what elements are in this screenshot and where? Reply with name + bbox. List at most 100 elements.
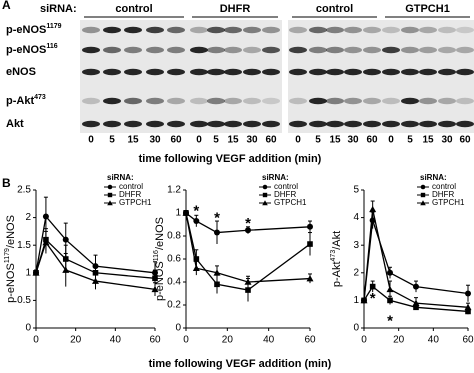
- point: [62, 236, 69, 243]
- y-tick-label: 1.2: [167, 185, 181, 196]
- legend-label: control: [432, 182, 456, 191]
- time-label: 15: [329, 135, 341, 146]
- blot-band: [344, 97, 362, 105]
- point: [413, 283, 419, 290]
- blot-band: [456, 46, 474, 54]
- x-tick-label: 0: [183, 335, 189, 346]
- y-tick-label: 2: [25, 212, 31, 223]
- point: [192, 264, 200, 271]
- time-label: 60: [170, 135, 182, 146]
- blot-band: [224, 68, 242, 76]
- point: [307, 241, 313, 247]
- blot-band: [289, 46, 307, 54]
- time-label: 0: [295, 135, 301, 146]
- group-label: control: [115, 3, 152, 15]
- time-label: 30: [246, 135, 258, 146]
- blot-band: [401, 97, 419, 105]
- x-tick-label: 60: [149, 335, 161, 346]
- y-tick-label: 0.6: [167, 254, 181, 265]
- blot-band: [344, 46, 362, 54]
- y-tick-label: 0.5: [17, 295, 31, 306]
- blot-band: [167, 68, 185, 76]
- blot-band: [224, 46, 242, 54]
- time-label: 5: [315, 135, 321, 146]
- y-axis-label: p-Akt473/Akt: [330, 231, 343, 287]
- blot-band: [103, 68, 121, 76]
- point: [151, 285, 159, 293]
- blot-band: [167, 120, 185, 128]
- blot-background: [288, 20, 474, 133]
- point: [387, 269, 393, 276]
- blot-band: [363, 68, 381, 76]
- x-tick-label: 0: [361, 335, 367, 346]
- blot-band: [207, 46, 225, 54]
- legend-marker: [420, 200, 426, 206]
- point: [369, 283, 376, 290]
- blot-band: [289, 97, 307, 105]
- legend-title: siRNA:: [420, 173, 447, 182]
- blot-band: [82, 68, 100, 76]
- point: [213, 269, 221, 276]
- time-label: 60: [459, 135, 471, 146]
- point: [152, 275, 158, 282]
- legend-label: DHFR: [274, 190, 296, 199]
- blot-band: [262, 68, 280, 76]
- blot-band: [326, 26, 344, 34]
- y-axis-label-part: p-eNOS: [154, 261, 166, 301]
- point: [244, 278, 252, 285]
- point: [92, 277, 99, 284]
- y-tick-label: 0: [175, 323, 181, 334]
- blot-band: [224, 120, 242, 128]
- y-tick-label: 1: [25, 267, 31, 278]
- blot-band: [438, 120, 456, 128]
- blot-band: [326, 120, 344, 128]
- row-label-part: eNOS: [6, 66, 36, 78]
- legend-marker: [262, 200, 268, 206]
- x-tick-label: 20: [70, 335, 82, 346]
- y-tick-label: 1: [175, 208, 181, 219]
- point: [386, 285, 394, 293]
- legend-marker: [262, 192, 268, 198]
- point: [369, 205, 377, 213]
- row-label-part: p-Akt: [6, 95, 34, 107]
- y-tick-label: 0.8: [167, 231, 181, 242]
- panel-label: B: [2, 176, 11, 190]
- annotation: *: [245, 215, 251, 232]
- blot-band: [401, 26, 419, 34]
- group-label: DHFR: [220, 3, 251, 15]
- blot-band: [438, 97, 456, 105]
- annotation: *: [214, 209, 220, 226]
- x-tick-label: 40: [110, 335, 122, 346]
- blot-band: [363, 26, 381, 34]
- y-tick-label: 0: [25, 323, 31, 334]
- legend-title: siRNA:: [262, 173, 289, 182]
- blot-band: [207, 97, 225, 105]
- blot-band: [262, 46, 280, 54]
- legend-marker: [420, 184, 426, 190]
- point: [464, 303, 472, 311]
- row-label-part: p-eNOS: [6, 44, 46, 56]
- time-label: 60: [265, 135, 277, 146]
- row-label: p-eNOS116: [6, 43, 58, 56]
- point: [62, 266, 70, 273]
- blot-band: [382, 120, 400, 128]
- blot-band: [243, 46, 261, 54]
- point: [214, 281, 220, 288]
- blot-band: [401, 120, 419, 128]
- blot-band: [190, 68, 208, 76]
- blot-band: [309, 68, 327, 76]
- legend-label: GTPCH1: [274, 198, 307, 207]
- blot-band: [190, 120, 208, 128]
- y-axis-label-part: 473: [330, 250, 337, 262]
- blot-band: [224, 97, 242, 105]
- row-label-part: Akt: [6, 118, 24, 130]
- y-tick-label: 2.5: [17, 185, 31, 196]
- blot-band: [419, 46, 437, 54]
- blot-band: [438, 68, 456, 76]
- time-label: 15: [422, 135, 434, 146]
- point: [412, 299, 420, 306]
- legend-title: siRNA:: [107, 173, 134, 182]
- blot-band: [146, 46, 164, 54]
- row-label: eNOS: [6, 66, 36, 78]
- blot-band: [344, 68, 362, 76]
